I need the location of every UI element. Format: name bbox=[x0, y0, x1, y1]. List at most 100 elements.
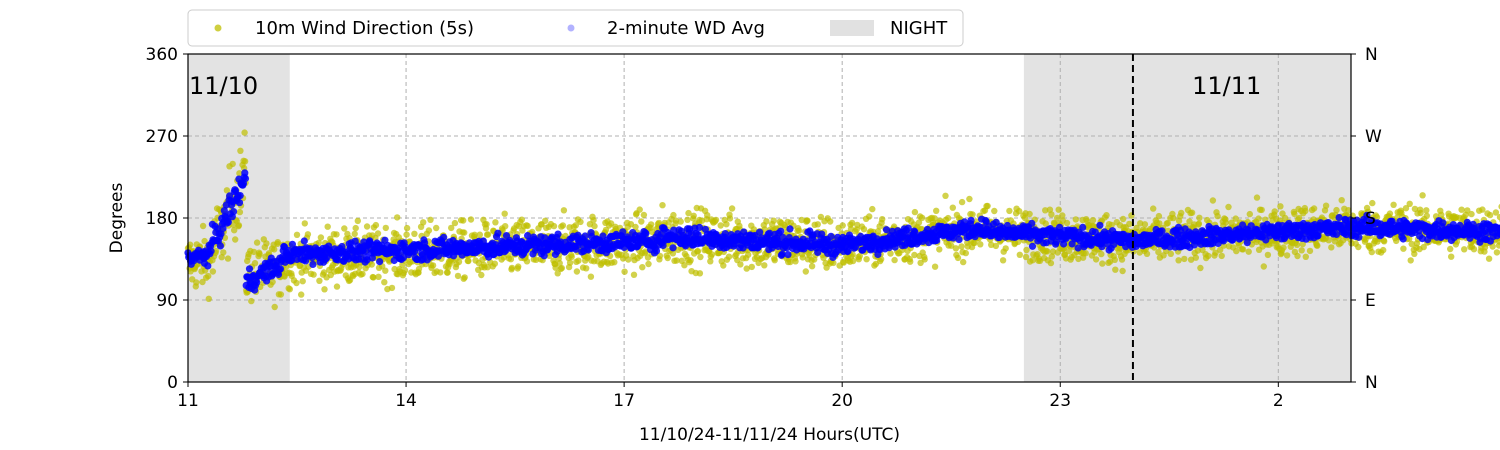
point bbox=[1479, 206, 1485, 212]
point bbox=[611, 259, 617, 265]
point bbox=[879, 216, 885, 222]
point bbox=[1255, 215, 1261, 221]
point bbox=[389, 285, 395, 291]
point bbox=[1307, 248, 1313, 254]
point bbox=[225, 255, 231, 261]
point bbox=[709, 251, 715, 257]
point bbox=[206, 296, 212, 302]
point bbox=[1408, 257, 1414, 263]
point bbox=[1193, 255, 1199, 261]
point bbox=[1093, 256, 1099, 262]
point bbox=[804, 218, 810, 224]
point bbox=[524, 223, 530, 229]
point bbox=[963, 250, 969, 256]
point bbox=[887, 250, 893, 256]
point bbox=[815, 221, 821, 227]
point bbox=[1314, 243, 1320, 249]
point bbox=[404, 225, 410, 231]
point bbox=[960, 259, 966, 265]
point bbox=[462, 274, 468, 280]
point bbox=[1048, 211, 1054, 217]
point bbox=[1303, 254, 1309, 260]
point bbox=[1064, 220, 1070, 226]
point bbox=[1487, 212, 1493, 218]
point bbox=[241, 129, 247, 135]
point bbox=[1458, 207, 1464, 213]
point bbox=[305, 231, 311, 237]
point bbox=[477, 232, 483, 238]
point bbox=[455, 273, 461, 279]
point bbox=[1261, 263, 1267, 269]
point bbox=[519, 217, 525, 223]
point bbox=[1043, 220, 1049, 226]
point bbox=[237, 148, 243, 154]
point bbox=[912, 209, 918, 215]
point bbox=[637, 206, 643, 212]
point bbox=[316, 278, 322, 284]
point bbox=[394, 214, 400, 220]
point bbox=[483, 221, 489, 227]
point bbox=[953, 245, 959, 251]
point bbox=[294, 232, 300, 238]
point bbox=[796, 227, 802, 233]
point bbox=[1083, 250, 1089, 256]
point bbox=[254, 239, 260, 245]
point bbox=[1302, 208, 1308, 214]
point bbox=[1411, 251, 1417, 257]
point bbox=[1189, 210, 1195, 216]
point bbox=[278, 291, 284, 297]
point bbox=[991, 208, 997, 214]
point bbox=[1390, 202, 1396, 208]
point bbox=[492, 261, 498, 267]
point bbox=[575, 258, 581, 264]
point bbox=[293, 280, 299, 286]
point bbox=[737, 261, 743, 267]
point bbox=[1210, 197, 1216, 203]
point bbox=[427, 217, 433, 223]
point bbox=[891, 257, 897, 263]
point bbox=[1003, 245, 1009, 251]
point bbox=[1205, 253, 1211, 259]
point bbox=[958, 243, 964, 249]
point bbox=[1103, 212, 1109, 218]
point bbox=[1387, 210, 1393, 216]
point bbox=[1369, 200, 1375, 206]
point bbox=[840, 222, 846, 228]
point bbox=[256, 251, 262, 257]
point bbox=[1197, 265, 1203, 271]
point bbox=[193, 279, 199, 285]
point bbox=[353, 225, 359, 231]
point bbox=[300, 278, 306, 284]
point bbox=[1099, 260, 1105, 266]
point bbox=[1259, 207, 1265, 213]
point bbox=[456, 259, 462, 265]
point bbox=[1023, 247, 1029, 253]
point bbox=[950, 205, 956, 211]
point bbox=[697, 254, 703, 260]
point bbox=[1294, 253, 1300, 259]
point bbox=[1265, 252, 1271, 258]
point bbox=[403, 231, 409, 237]
point bbox=[1369, 249, 1375, 255]
point bbox=[1112, 257, 1118, 263]
point bbox=[1219, 253, 1225, 259]
point bbox=[907, 259, 913, 265]
point bbox=[809, 263, 815, 269]
point bbox=[492, 219, 498, 225]
point bbox=[1461, 246, 1467, 252]
point bbox=[1225, 204, 1231, 210]
point bbox=[641, 212, 647, 218]
point bbox=[792, 258, 798, 264]
point bbox=[1381, 238, 1387, 244]
point bbox=[1311, 205, 1317, 211]
point bbox=[1181, 256, 1187, 262]
point bbox=[922, 256, 928, 262]
point bbox=[1272, 208, 1278, 214]
point bbox=[334, 283, 340, 289]
point bbox=[1328, 244, 1334, 250]
point bbox=[252, 260, 258, 266]
point bbox=[590, 217, 596, 223]
point bbox=[745, 252, 751, 258]
point bbox=[749, 264, 755, 270]
